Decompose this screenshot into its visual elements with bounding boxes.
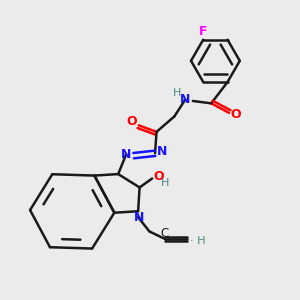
Text: O: O	[153, 170, 164, 183]
Text: N: N	[156, 145, 167, 158]
Text: N: N	[134, 211, 145, 224]
Text: F: F	[199, 25, 208, 38]
Text: N: N	[180, 93, 190, 106]
Text: · H: · H	[190, 236, 205, 246]
Text: O: O	[127, 115, 137, 128]
Text: C: C	[161, 227, 169, 240]
Text: H: H	[173, 88, 182, 98]
Text: O: O	[230, 108, 241, 121]
Text: H: H	[161, 178, 169, 188]
Text: N: N	[121, 148, 131, 161]
